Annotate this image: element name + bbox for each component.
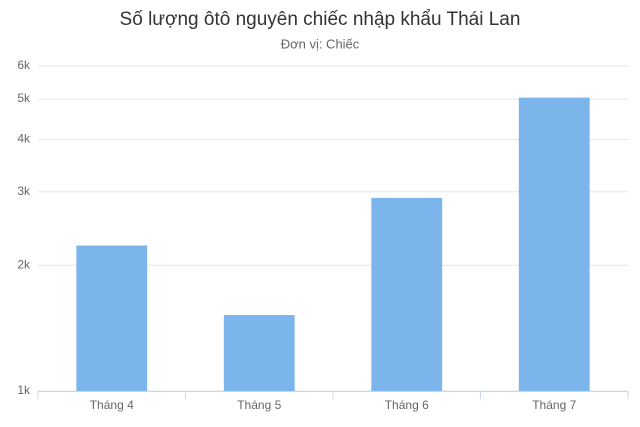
bar	[223, 315, 295, 391]
x-tick-label: Tháng 5	[237, 398, 281, 412]
bar	[76, 245, 148, 391]
y-tick-label: 4k	[17, 132, 31, 146]
y-tick-label: 6k	[17, 58, 31, 72]
y-tick-label: 3k	[17, 184, 31, 198]
bar	[371, 197, 443, 391]
chart-subtitle: Đơn vị: Chiếc	[281, 36, 360, 51]
y-tick-label: 1k	[17, 383, 31, 397]
bar	[518, 97, 590, 392]
x-tick-label: Tháng 6	[385, 398, 429, 412]
x-tick-label: Tháng 4	[90, 398, 134, 412]
chart-title: Số lượng ôtô nguyên chiếc nhập khẩu Thái…	[120, 9, 521, 30]
x-tick-label: Tháng 7	[532, 398, 576, 412]
y-tick-label: 5k	[17, 91, 31, 105]
y-tick-label: 2k	[17, 257, 31, 271]
